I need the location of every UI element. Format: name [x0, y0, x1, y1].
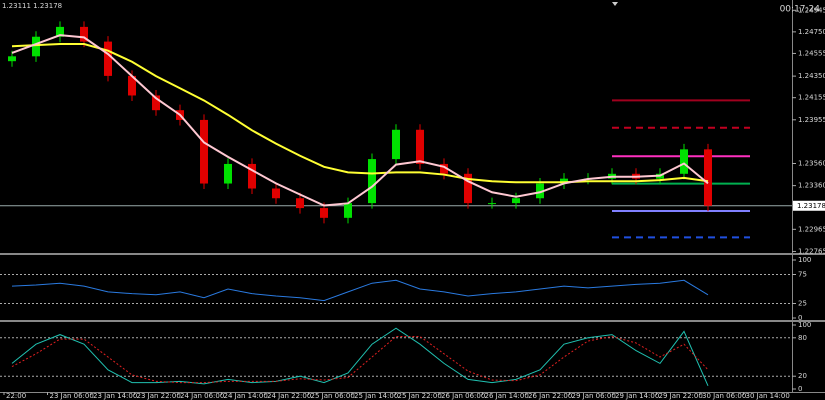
- candle-body: [440, 163, 448, 174]
- y-tick-label: 100: [798, 256, 811, 264]
- indicator-line: [11, 327, 709, 387]
- candle-body: [560, 178, 568, 184]
- moving-average: [11, 34, 709, 207]
- candle-body: [488, 203, 496, 205]
- candle-body: [272, 188, 280, 199]
- current-price-label: 1.23178: [797, 202, 825, 210]
- candle-body: [104, 41, 112, 76]
- x-tick-label: 26 Jan 14:00: [485, 392, 529, 400]
- x-tick-label: 22:00: [6, 392, 26, 400]
- y-tick-label: 0: [798, 314, 802, 322]
- y-tick-label: 20: [798, 372, 807, 380]
- candle-body: [224, 163, 232, 184]
- y-tick-label: 100: [798, 321, 811, 329]
- candle-body: [296, 198, 304, 209]
- x-tick-label: 25 Jan 06:00: [311, 392, 355, 400]
- moving-average: [11, 43, 709, 184]
- x-tick-label: 24 Jan 06:00: [180, 392, 224, 400]
- candle-body: [464, 173, 472, 204]
- candle-body: [56, 26, 64, 37]
- indicator-line: [11, 336, 709, 384]
- y-tick-label: 1.24945: [798, 6, 825, 14]
- x-tick-label: 30 Jan 06:00: [702, 392, 746, 400]
- x-tick-label: 30 Jan 14:00: [746, 392, 790, 400]
- candle-body: [80, 26, 88, 42]
- shift-marker: [612, 2, 618, 6]
- x-tick-label: 24 Jan 22:00: [267, 392, 311, 400]
- candle-body: [8, 56, 16, 62]
- candle-body: [344, 203, 352, 218]
- x-tick-label: 24 Jan 14:00: [224, 392, 268, 400]
- candle-body: [128, 75, 136, 96]
- x-tick-label: 23 Jan 22:00: [137, 392, 181, 400]
- x-tick-label: 23 Jan 14:00: [93, 392, 137, 400]
- y-tick-label: 1.23560: [798, 160, 825, 168]
- candle-body: [704, 149, 712, 206]
- y-tick-label: 1.22965: [798, 225, 825, 233]
- candle-body: [248, 163, 256, 189]
- x-tick-label: 26 Jan 22:00: [528, 392, 572, 400]
- y-tick-label: 1.24555: [798, 49, 825, 57]
- x-tick-label: 26 Jan 06:00: [441, 392, 485, 400]
- candle-body: [680, 149, 688, 174]
- candle-body: [392, 129, 400, 160]
- y-tick-label: 1.23360: [798, 182, 825, 190]
- x-tick-label: 29 Jan 14:00: [615, 392, 659, 400]
- candle-body: [416, 129, 424, 164]
- current-price-box: [793, 200, 825, 211]
- x-tick-label: 25 Jan 22:00: [398, 392, 442, 400]
- y-tick-label: 0: [798, 385, 802, 393]
- y-tick-label: 80: [798, 334, 807, 342]
- candle-body: [536, 183, 544, 199]
- y-tick-label: 1.22765: [798, 247, 825, 255]
- clock: 00:17:24: [780, 5, 821, 15]
- y-tick-label: 1.23955: [798, 116, 825, 124]
- indicator-line: [11, 279, 709, 302]
- x-tick-label: 25 Jan 14:00: [354, 392, 398, 400]
- candle-body: [152, 95, 160, 111]
- x-tick-label: 29 Jan 06:00: [572, 392, 616, 400]
- candle-body: [32, 36, 40, 57]
- y-tick-label: 1.24750: [798, 28, 825, 36]
- y-tick-label: 1.24155: [798, 94, 825, 102]
- candle-body: [200, 119, 208, 184]
- y-tick-label: 1.24350: [798, 72, 825, 80]
- candle-body: [320, 208, 328, 218]
- candle-body: [512, 198, 520, 204]
- candle-body: [368, 159, 376, 204]
- y-tick-label: 75: [798, 271, 807, 279]
- y-tick-label: 25: [798, 300, 807, 308]
- x-tick-label: 29 Jan 22:00: [659, 392, 703, 400]
- x-tick-label: 23 Jan 06:00: [50, 392, 94, 400]
- price-info: 1.23111 1.23178: [2, 2, 62, 10]
